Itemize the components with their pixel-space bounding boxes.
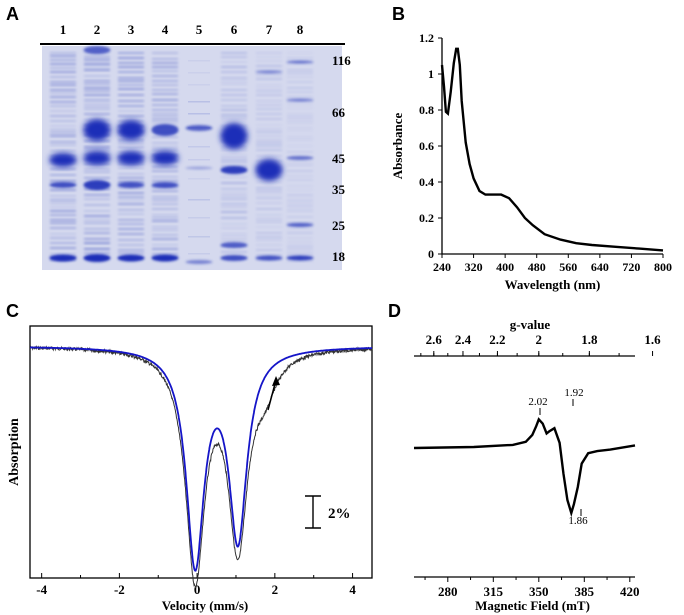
annotation-1-92: 1.92 [564,387,583,399]
uv-vis-xtick-label: 480 [528,260,546,274]
marker-label-45: 45 [332,151,346,166]
scale-bar-label: 2% [328,506,351,522]
uv-vis-spectrum-line [440,47,664,252]
panel-c-label: C [6,301,19,321]
uv-vis-xtick-label: 240 [433,260,451,274]
panel-d-label: D [388,301,401,321]
lane-label-2: 2 [94,22,101,37]
gel-lane-8 [286,52,314,262]
mossbauer-chart: -4 -2 0 2 4 2% Velocity (mm/s) Absorption [7,325,373,613]
mossbauer-xlabel: Velocity (mm/s) [162,598,249,613]
uv-vis-ytick-label: 0.2 [419,211,434,225]
uv-vis-xtick-label: 800 [654,260,672,274]
uv-vis-xtick-label: 560 [559,260,577,274]
mossbauer-xtick-label: 0 [194,582,201,597]
lane-label-7: 7 [266,22,273,37]
mossbauer-ylabel: Absorption [7,418,22,486]
annotation-1-86: 1.86 [568,515,588,527]
mossbauer-data-line [29,345,373,589]
g-value-tick-label: 2.6 [426,332,443,347]
uv-vis-xlabel: Wavelength (nm) [505,277,601,292]
uv-vis-xtick-label: 640 [591,260,609,274]
g-value-tick-label: 1.6 [644,332,661,347]
lane-label-6: 6 [231,22,238,37]
gel-lane-1 [49,52,77,262]
g-value-tick-label: 2 [536,332,543,347]
g-value-tick-label: 2.4 [455,332,472,347]
gel-lane-3 [117,52,145,262]
uv-vis-ylabel: Absorbance [390,113,405,180]
g-value-tick-label: 2.2 [489,332,505,347]
uv-vis-ytick-label: 1.2 [419,31,434,45]
epr-xtick-label: 315 [484,584,504,599]
uv-vis-ytick-label: 0.4 [419,175,434,189]
gel-image [42,46,342,270]
mossbauer-xtick-label: 4 [349,582,356,597]
mossbauer-xtick-label: -2 [114,582,125,597]
mossbauer-fit-line [30,346,372,572]
epr-xtick-label: 385 [575,584,595,599]
marker-label-116: 116 [332,53,351,68]
marker-label-35: 35 [332,182,346,197]
uv-vis-ytick-label: 0.8 [419,103,434,117]
scale-bar [305,495,321,529]
uv-vis-axes [441,38,663,255]
marker-label-66: 66 [332,105,346,120]
lane-label-3: 3 [128,22,135,37]
uv-vis-xtick-label: 720 [622,260,640,274]
uv-vis-chart: 240 320 400 480 560 640 720 800 0 0.2 0.4 0.6 0.8 1 1.… [390,31,672,292]
gel-lane-6 [220,52,248,261]
lane-labels: 1 2 3 4 5 6 7 8 [60,22,304,37]
gel-lane-4 [151,52,179,262]
uv-vis-xtick-label: 400 [496,260,514,274]
epr-xlabel: Magnetic Field (mT) [475,598,590,613]
epr-xtick-label: 420 [620,584,640,599]
g-value-label: g-value [510,317,551,332]
epr-xtick-label: 350 [529,584,549,599]
lane-label-4: 4 [162,22,169,37]
uv-vis-xtick-label: 320 [465,260,483,274]
mossbauer-frame [29,325,373,579]
uv-vis-ytick-label: 0.6 [419,139,434,153]
marker-label-25: 25 [332,218,346,233]
shoulder-arrow-head [272,376,280,386]
panel-b-label: B [392,4,405,24]
marker-labels: 116 66 45 35 25 18 [332,53,351,264]
lane-label-8: 8 [297,22,304,37]
annotation-2-02: 2.02 [528,396,547,408]
gel-lane-5 [185,60,213,264]
lane-label-1: 1 [60,22,67,37]
mossbauer-xtick-label: -4 [36,582,47,597]
lane-label-5: 5 [196,22,203,37]
epr-spectrum-line [413,417,636,518]
mossbauer-xtick-label: 2 [272,582,279,597]
epr-xtick-label: 280 [438,584,458,599]
g-value-tick-label: 1.8 [581,332,598,347]
gel-lane-2 [83,46,111,262]
marker-label-18: 18 [332,249,346,264]
gel-lane-7 [255,52,283,261]
uv-vis-ytick-label: 0 [428,247,434,261]
uv-vis-ytick-label: 1 [428,67,434,81]
panel-a-label: A [6,4,19,24]
